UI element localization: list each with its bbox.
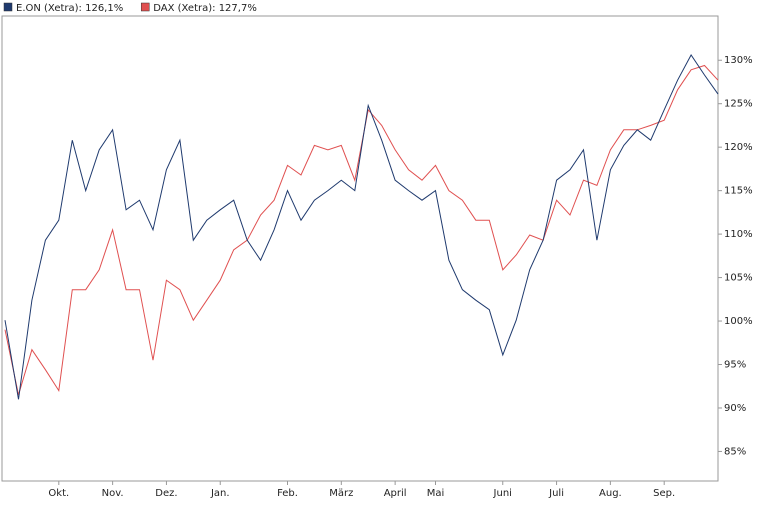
x-tick-label: Mai [427, 488, 445, 499]
x-tick-label: Feb. [277, 488, 298, 499]
legend-label: DAX (Xetra): 127,7% [153, 3, 257, 14]
y-tick-label: 125% [724, 99, 753, 110]
y-tick-label: 100% [724, 316, 753, 327]
x-tick-label: Aug. [599, 488, 622, 499]
y-tick-label: 90% [724, 403, 746, 414]
y-tick-label: 130% [724, 55, 753, 66]
x-tick-label: Jan. [210, 488, 230, 499]
y-tick-label: 105% [724, 273, 753, 284]
y-tick-label: 85% [724, 446, 746, 457]
series-line [4, 54, 719, 400]
plot-frame [1, 15, 719, 482]
series-line [4, 64, 719, 396]
y-tick-label: 95% [724, 360, 746, 371]
x-tick-label: Okt. [48, 488, 69, 499]
x-tick-label: März [329, 488, 353, 499]
x-tick-label: Dez. [155, 488, 177, 499]
legend-swatch [140, 2, 150, 12]
x-tick-label: April [384, 488, 407, 499]
x-tick-label: Sep. [653, 488, 675, 499]
x-tick-label: Juli [548, 488, 564, 499]
legend-label: E.ON (Xetra): 126,1% [16, 3, 123, 14]
legend-swatch [3, 2, 13, 12]
y-tick-label: 120% [724, 142, 753, 153]
y-tick-label: 110% [724, 229, 753, 240]
x-tick-label: Nov. [102, 488, 124, 499]
x-tick-label: Juni [493, 488, 512, 499]
y-tick-label: 115% [724, 186, 753, 197]
